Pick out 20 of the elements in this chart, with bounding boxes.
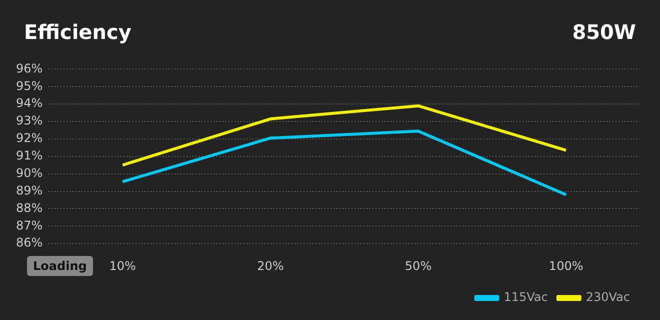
y-tick-label: 95% xyxy=(16,78,43,93)
x-tick-label: 10% xyxy=(109,258,136,273)
x-tick-label: 50% xyxy=(404,258,432,273)
x-axis-title: Loading xyxy=(27,256,93,276)
chart-title: Efficiency xyxy=(24,20,132,44)
x-tick-label: 100% xyxy=(548,258,584,273)
y-tick-label: 87% xyxy=(16,218,43,232)
y-tick-label: 92% xyxy=(16,131,43,146)
legend-label: 115Vac xyxy=(504,290,548,304)
x-tick-label: 20% xyxy=(257,258,284,273)
y-tick-label: 88% xyxy=(16,200,43,215)
y-tick-label: 94% xyxy=(16,96,43,110)
y-tick-label: 89% xyxy=(16,183,43,198)
y-tick-label: 96% xyxy=(16,61,43,76)
y-tick-label: 93% xyxy=(16,114,43,128)
y-tick-label: 90% xyxy=(16,166,43,180)
chart-subtitle: 850W xyxy=(572,20,636,44)
legend-label: 230Vac xyxy=(586,290,630,304)
y-tick-label: 91% xyxy=(16,148,43,163)
y-tick-label: 86% xyxy=(16,236,43,250)
